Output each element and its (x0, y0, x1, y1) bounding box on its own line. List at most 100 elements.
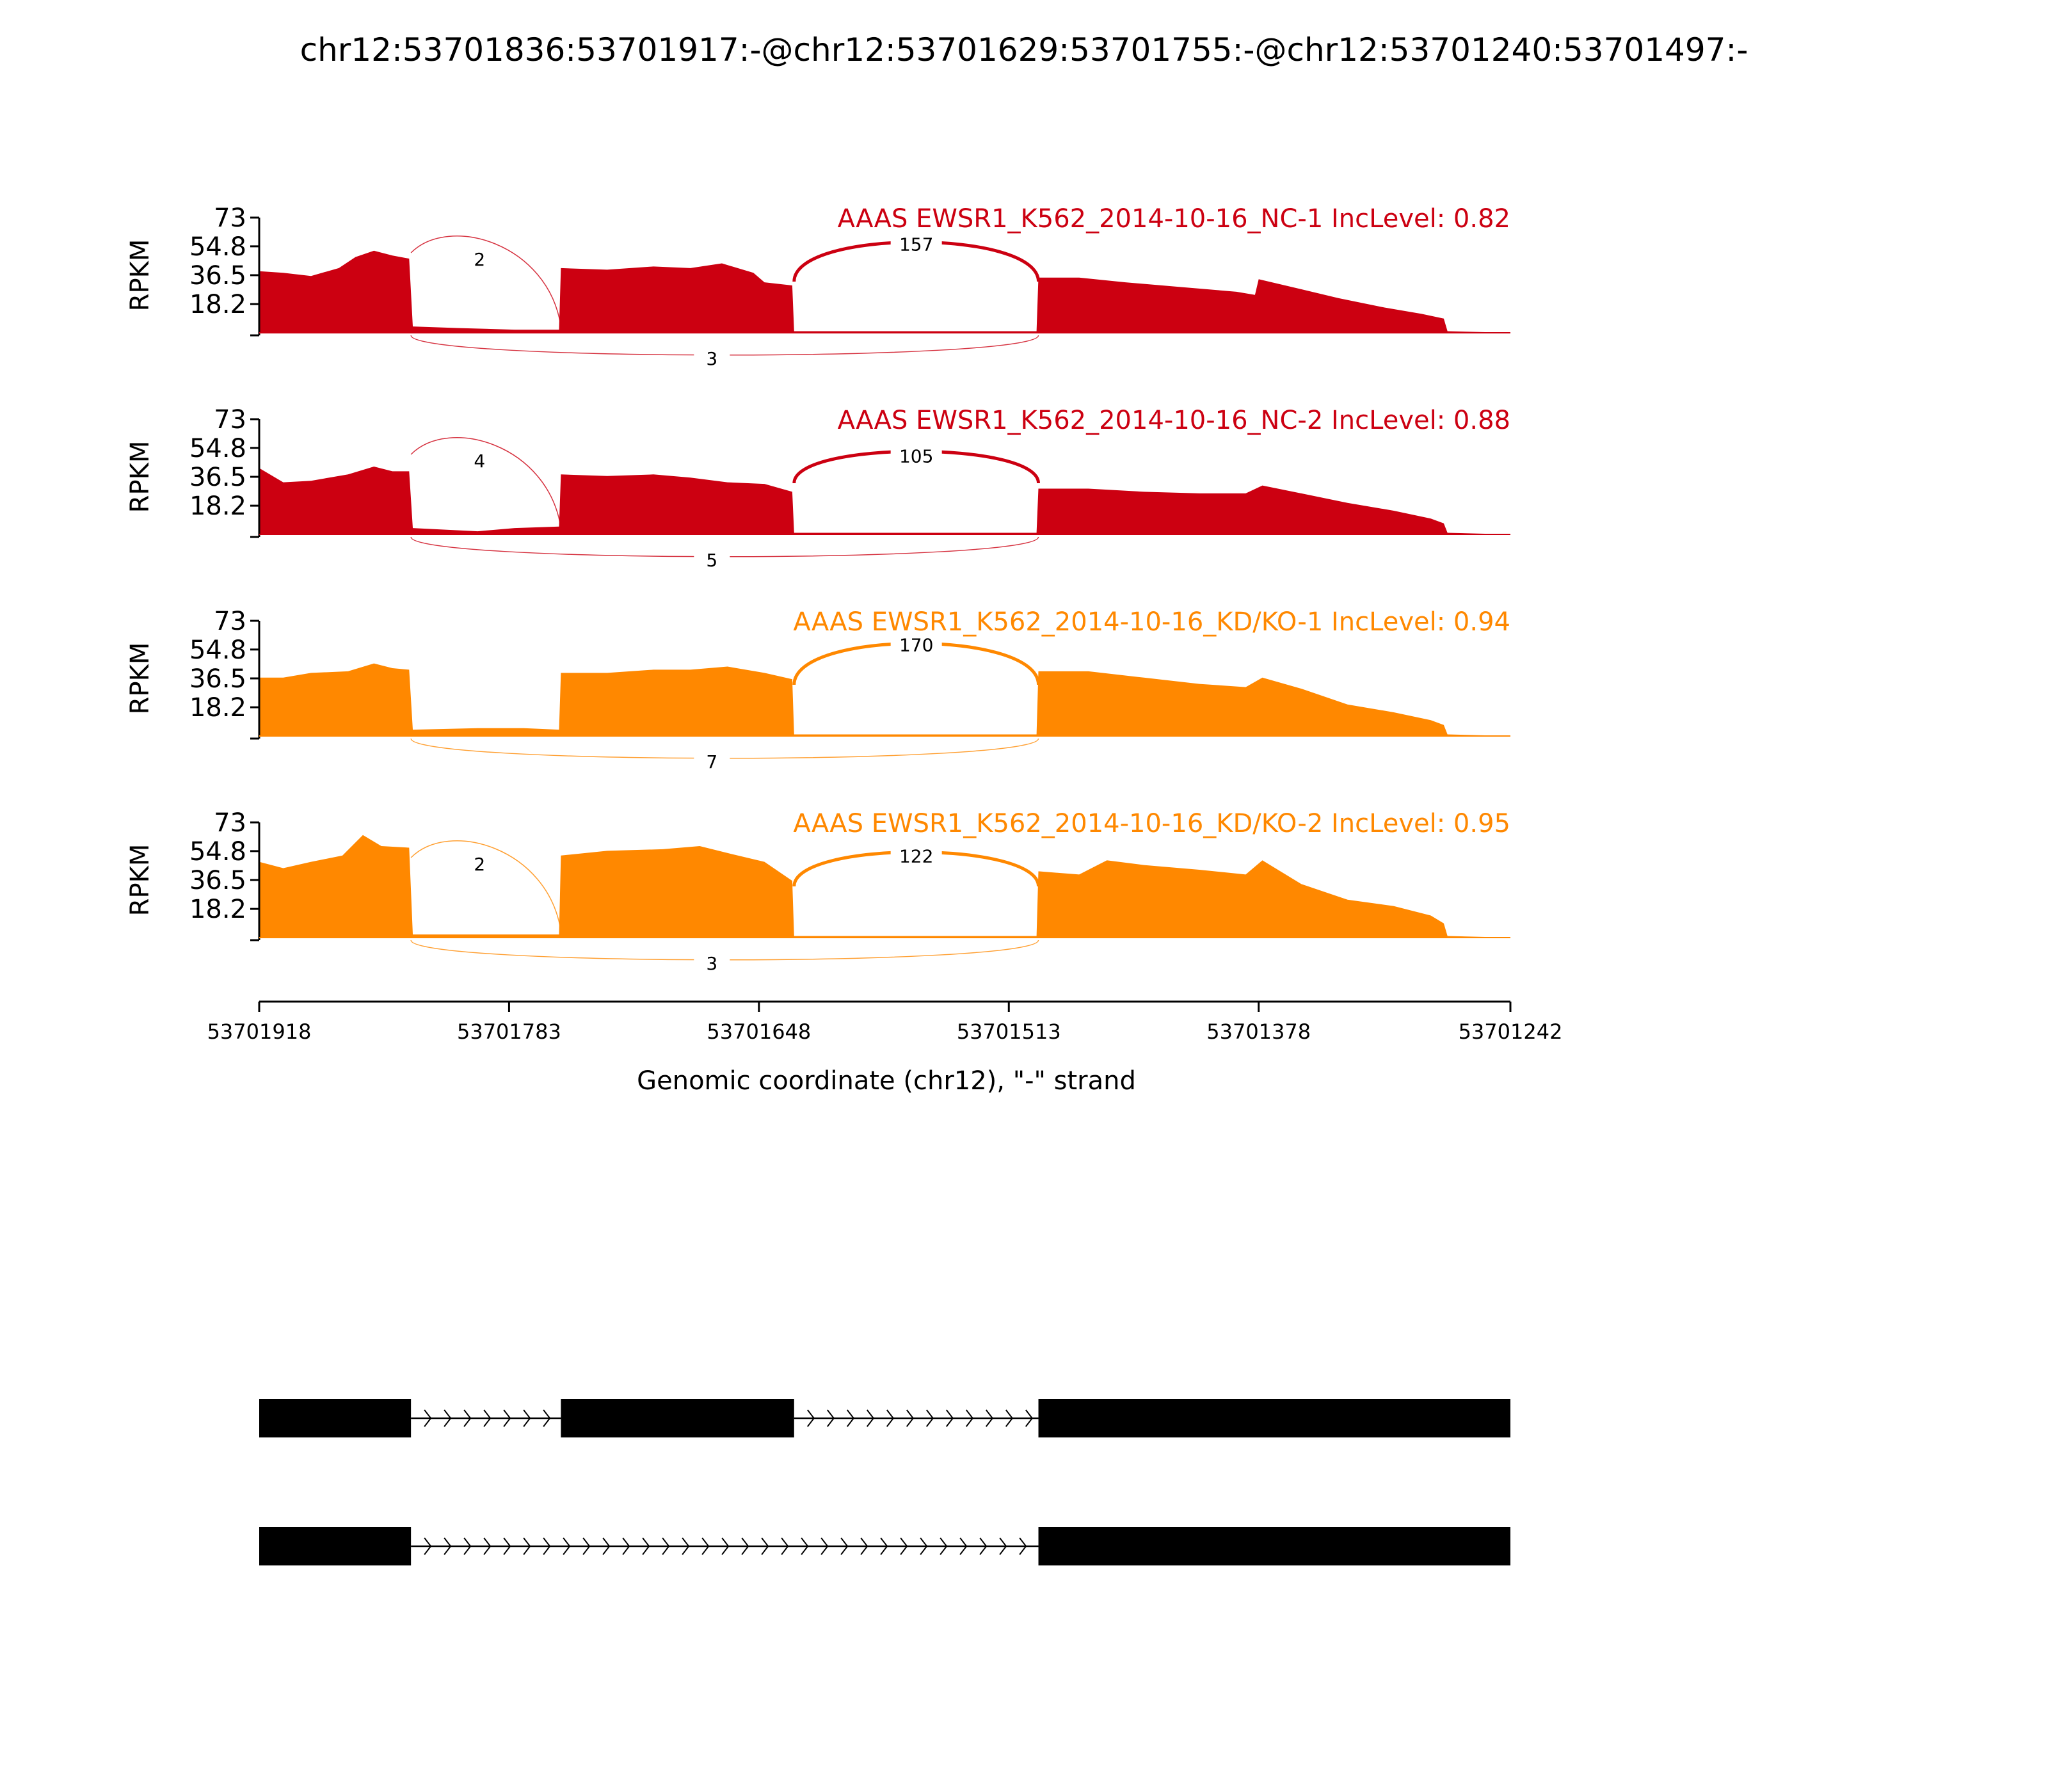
junction-count-exon1-exon2: 4 (474, 451, 485, 472)
strand-chevron (820, 1537, 829, 1555)
strand-chevron (866, 1409, 875, 1427)
junction-arc-exon1-exon2 (410, 840, 562, 932)
track-label: AAAS EWSR1_K562_2014-10-16_NC-2 IncLevel… (838, 406, 1510, 435)
strand-chevron (761, 1537, 769, 1555)
x-tick-label: 53701783 (457, 1020, 561, 1044)
strand-chevron (1005, 1409, 1014, 1427)
isoform-inclusion (259, 1399, 1510, 1437)
strand-chevron (900, 1537, 908, 1555)
coverage-area (259, 467, 1510, 534)
strand-chevron (965, 1409, 974, 1427)
junction-count-bg (694, 753, 730, 774)
y-tick-label: 36.5 (189, 261, 246, 291)
y-tick-label: 73 (214, 405, 246, 435)
y-axis-label: RPKM (125, 844, 155, 916)
coverage-area (259, 663, 1510, 736)
strand-chevron (721, 1537, 730, 1555)
strand-chevron (424, 1409, 432, 1427)
strand-chevron (563, 1537, 571, 1555)
strand-chevron (979, 1537, 988, 1555)
y-tick-label: 73 (214, 204, 246, 233)
junction-count-bg (694, 551, 730, 573)
strand-chevron (781, 1537, 789, 1555)
y-tick-label: 36.5 (189, 664, 246, 694)
strand-chevron (880, 1537, 888, 1555)
x-axis-label: Genomic coordinate (chr12), "-" strand (637, 1066, 1136, 1096)
strand-chevron (906, 1409, 915, 1427)
junction-count-bg (465, 252, 494, 271)
junction-count-bg (465, 453, 494, 472)
strand-chevron (959, 1537, 968, 1555)
junction-arc-exon1-exon2 (410, 236, 562, 327)
junction-count-exon1-exon2: 2 (474, 249, 485, 270)
strand-chevron (806, 1409, 815, 1427)
strand-chevron (483, 1409, 492, 1427)
x-tick-label: 53701918 (207, 1020, 312, 1044)
exon-block (1038, 1399, 1510, 1437)
x-tick-label: 53701242 (1459, 1020, 1563, 1044)
strand-chevron (1019, 1537, 1027, 1555)
junction-count-exon1-exon2: 2 (474, 854, 485, 875)
exon-block (561, 1399, 794, 1437)
strand-chevron (985, 1409, 994, 1427)
strand-chevron (602, 1537, 611, 1555)
junction-count-exon2-exon3: 122 (899, 845, 933, 867)
junction-count-exon2-exon3: 170 (899, 635, 933, 656)
track-label: AAAS EWSR1_K562_2014-10-16_KD/KO-2 IncLe… (793, 809, 1510, 838)
exon-block (1038, 1527, 1510, 1565)
strand-chevron (523, 1537, 531, 1555)
y-tick-label: 18.2 (189, 492, 246, 521)
isoform-exclusion (259, 1527, 1510, 1565)
x-tick-label: 53701648 (707, 1020, 811, 1044)
junction-count-exon2-exon3: 157 (899, 234, 933, 255)
y-axis-label: RPKM (125, 643, 155, 715)
y-tick-label: 73 (214, 607, 246, 636)
junction-count-exon1-exon3: 3 (706, 348, 717, 369)
junction-count-bg (694, 954, 730, 976)
strand-chevron (846, 1409, 855, 1427)
exon-block (259, 1527, 412, 1565)
strand-chevron (543, 1409, 551, 1427)
strand-chevron (945, 1409, 954, 1427)
isoform-diagram (259, 1399, 1510, 1565)
strand-chevron (682, 1537, 690, 1555)
y-tick-label: 54.8 (189, 434, 246, 463)
strand-chevron (463, 1409, 472, 1427)
y-tick-label: 54.8 (189, 636, 246, 665)
junction-count-exon1-exon3: 5 (706, 550, 717, 571)
y-tick-label: 54.8 (189, 232, 246, 262)
strand-chevron (886, 1409, 895, 1427)
strand-chevron (463, 1537, 472, 1555)
junction-count-bg (890, 847, 942, 868)
coverage-area (259, 250, 1510, 333)
y-axis-label: RPKM (125, 441, 155, 513)
y-axis-label: RPKM (125, 239, 155, 312)
y-tick-label: 18.2 (189, 290, 246, 319)
strand-chevron (642, 1537, 650, 1555)
junction-count-exon2-exon3: 105 (899, 446, 933, 467)
y-tick-label: 73 (214, 808, 246, 838)
y-tick-label: 36.5 (189, 463, 246, 492)
strand-chevron (444, 1409, 452, 1427)
strand-chevron (622, 1537, 630, 1555)
strand-chevron (543, 1537, 551, 1555)
track-label: AAAS EWSR1_K562_2014-10-16_NC-1 IncLevel… (838, 204, 1510, 234)
y-tick-label: 18.2 (189, 895, 246, 924)
strand-chevron (503, 1409, 511, 1427)
strand-chevron (860, 1537, 868, 1555)
exon-block (259, 1399, 412, 1437)
junction-count-bg (890, 447, 942, 468)
strand-chevron (582, 1537, 591, 1555)
track-label: AAAS EWSR1_K562_2014-10-16_KD/KO-1 IncLe… (793, 607, 1510, 637)
strand-chevron (840, 1537, 849, 1555)
junction-count-bg (694, 349, 730, 371)
strand-chevron (940, 1537, 948, 1555)
y-tick-label: 18.2 (189, 693, 246, 723)
coverage-area (259, 835, 1510, 938)
strand-chevron (701, 1537, 710, 1555)
strand-chevron (1025, 1409, 1034, 1427)
